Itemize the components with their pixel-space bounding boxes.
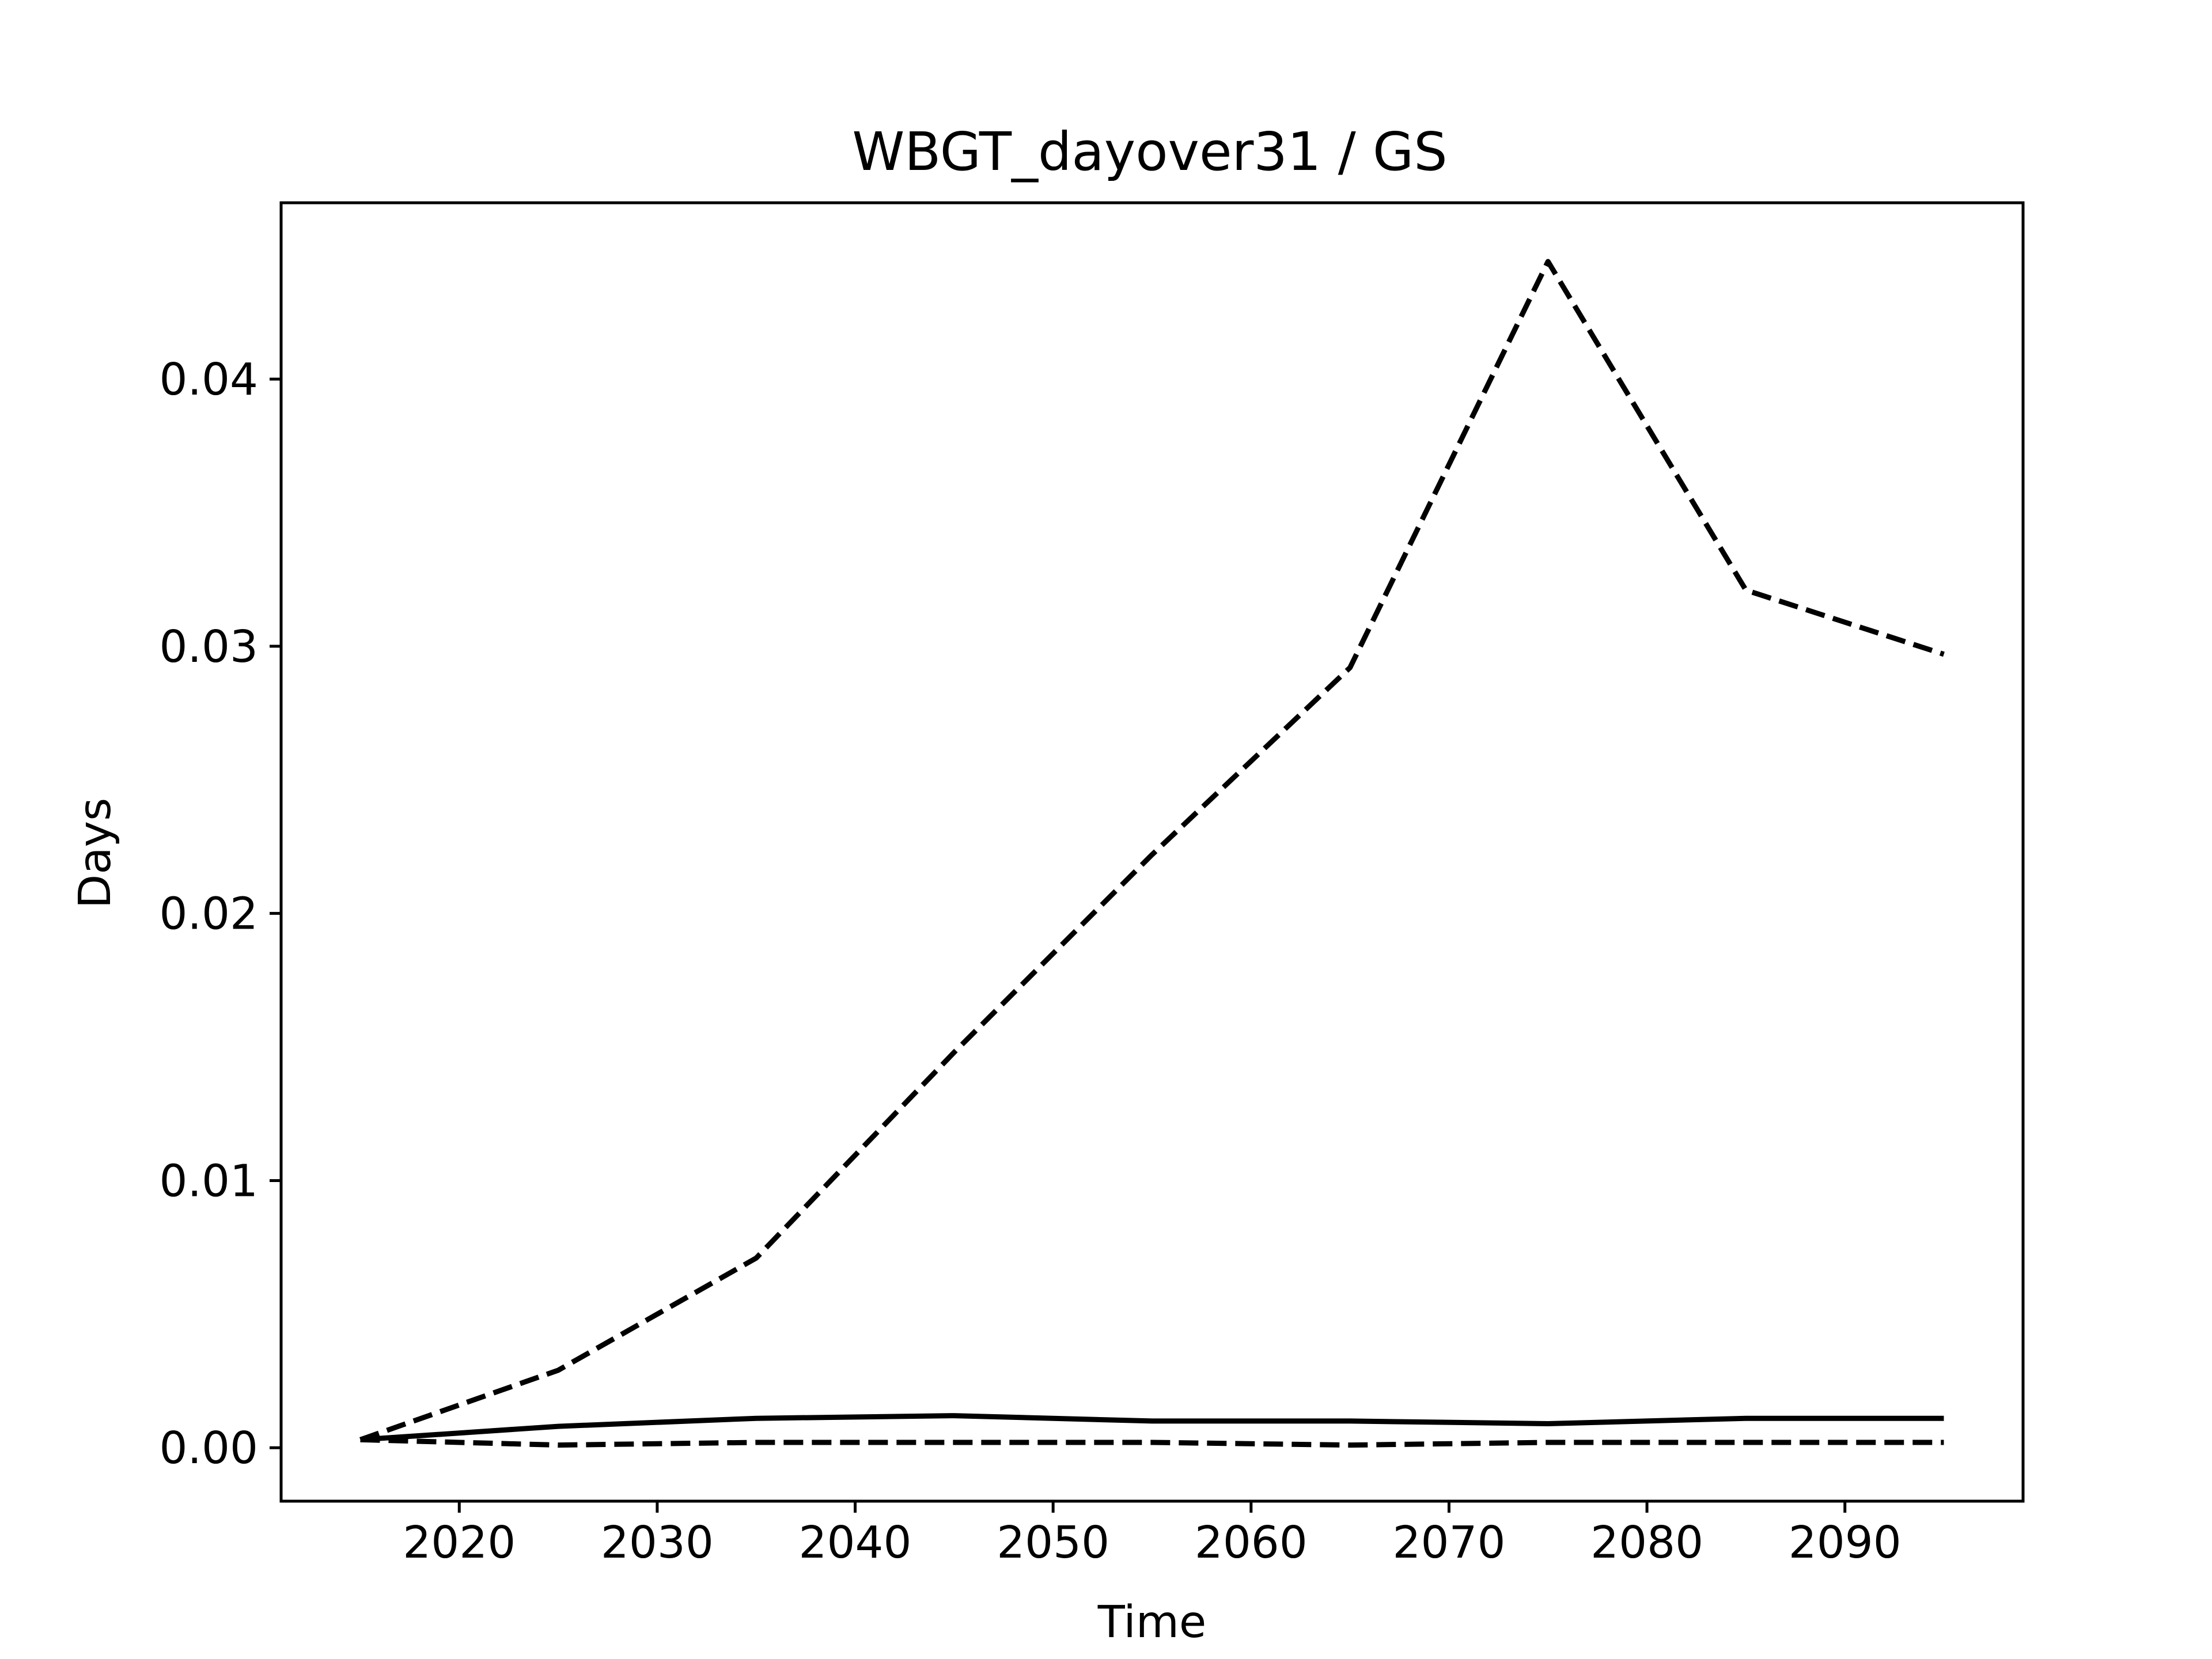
x-tick-label: 2030	[601, 1517, 714, 1569]
x-axis-label: Time	[1097, 1597, 1206, 1648]
y-axis-label: Days	[70, 798, 121, 908]
series-line-1	[359, 259, 1945, 1442]
x-tick-label: 2040	[799, 1517, 912, 1569]
plot-area-frame	[279, 201, 2025, 1503]
y-tick-label: 0.01	[160, 1156, 258, 1207]
y-tick-label: 0.04	[160, 354, 258, 406]
x-tick-label: 2090	[1789, 1517, 1902, 1569]
x-tick-label: 2060	[1195, 1517, 1308, 1569]
x-tick-label: 2020	[403, 1517, 516, 1569]
y-tick-label: 0.00	[160, 1423, 258, 1474]
chart-title: WBGT_dayover31 / GS	[852, 121, 1447, 183]
y-tick-label: 0.02	[160, 889, 258, 940]
series-line-2	[360, 1413, 1944, 1442]
y-tick-label: 0.03	[160, 622, 258, 673]
y-axis: 0.00 0.01 0.02 0.03 0.04	[160, 354, 281, 1474]
x-tick-label: 2080	[1590, 1517, 1703, 1569]
series-layer	[359, 259, 1945, 1448]
x-tick-label: 2070	[1392, 1517, 1505, 1569]
x-tick-label: 2050	[997, 1517, 1109, 1569]
x-axis: 2020 2030 2040 2050 2060 2070 2080 2090	[403, 1501, 1902, 1569]
series-line-3	[360, 1437, 1944, 1448]
